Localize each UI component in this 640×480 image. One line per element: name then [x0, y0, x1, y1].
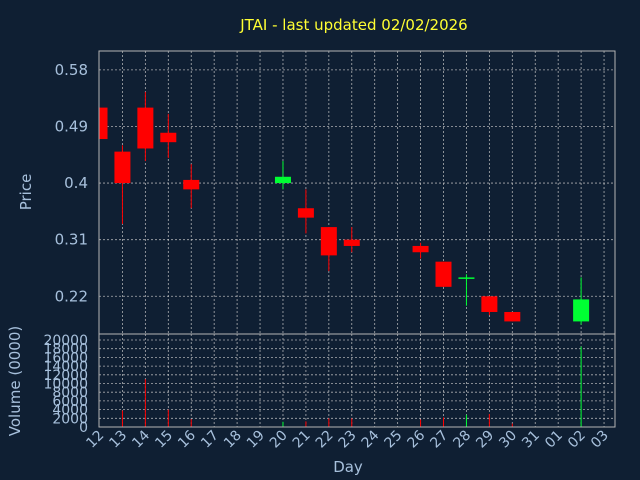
- x-tick-label: 20: [267, 428, 291, 452]
- x-tick-label: 18: [221, 428, 245, 452]
- candle: [573, 277, 590, 325]
- candle-body: [297, 208, 314, 218]
- x-tick-label: 27: [427, 428, 451, 452]
- chart-title: JTAI - last updated 02/02/2026: [239, 16, 467, 34]
- price-axis-label: Price: [17, 174, 35, 211]
- volume-tick-label: 0: [79, 420, 88, 436]
- candle: [481, 296, 498, 316]
- x-tick-label: 22: [313, 428, 337, 452]
- candle-body: [160, 132, 177, 143]
- candle: [435, 261, 452, 287]
- candle: [137, 91, 154, 162]
- candle: [412, 242, 429, 259]
- candle: [274, 161, 291, 190]
- x-tick-label: 19: [244, 428, 268, 452]
- volume-tick-label: 2000: [52, 411, 88, 427]
- x-tick-label: 31: [519, 428, 543, 452]
- x-tick-label: 15: [152, 428, 176, 452]
- x-tick-label: 03: [588, 428, 612, 452]
- candle-body: [274, 176, 291, 184]
- x-tick-label: 23: [336, 428, 360, 452]
- volume-axis-label: Volume (0000): [6, 326, 24, 436]
- candle: [114, 145, 131, 224]
- x-tick-label: 01: [542, 428, 566, 452]
- candle-body: [435, 261, 452, 287]
- volume-tick-label: 16000: [43, 350, 88, 366]
- candle-body: [114, 151, 131, 184]
- candle-body: [137, 107, 154, 149]
- candle: [343, 227, 360, 253]
- candle: [160, 113, 177, 158]
- price-tick-label: 0.22: [55, 287, 88, 305]
- x-axis-label: Day: [333, 458, 363, 476]
- volume-tick-label: 4000: [52, 403, 88, 419]
- candle-body: [183, 179, 200, 190]
- x-tick-label: 30: [496, 428, 520, 452]
- candle-body: [99, 107, 108, 140]
- price-panel: 0.58 0.49 0.4 0.31 0.22 Price: [17, 50, 616, 335]
- x-tick-label: 17: [198, 428, 222, 452]
- candle-body: [481, 296, 498, 312]
- candle-body: [343, 239, 360, 246]
- price-tick-label: 0.58: [55, 61, 88, 79]
- candle: [504, 311, 521, 322]
- x-tick-label: 28: [450, 428, 474, 452]
- x-tick-label: 16: [175, 427, 199, 451]
- volume-tick-label: 8000: [52, 385, 88, 401]
- x-tick-label: 24: [359, 427, 383, 451]
- price-tick-label: 0.4: [64, 174, 88, 192]
- volume-plot-frame: [98, 333, 616, 428]
- candle-body: [412, 245, 429, 253]
- x-tick-label: 26: [404, 427, 428, 451]
- volume-tick-label: 10000: [43, 377, 88, 393]
- x-tick-label: 13: [106, 428, 130, 452]
- candle: [183, 164, 200, 209]
- candle: [320, 227, 337, 272]
- candle-body: [573, 299, 590, 322]
- x-tick-label: 29: [473, 428, 497, 452]
- candle: [99, 107, 108, 140]
- volume-tick-label: 18000: [43, 342, 88, 358]
- volume-tick-label: 20000: [43, 333, 88, 349]
- candle-body: [320, 227, 337, 256]
- x-tick-label: 14: [129, 427, 153, 451]
- candle-body: [458, 277, 475, 279]
- x-tick-label: 02: [565, 428, 589, 452]
- volume-tick-label: 6000: [52, 394, 88, 410]
- price-plot-frame: [98, 50, 616, 335]
- volume-tick-label: 14000: [43, 359, 88, 375]
- candle-body: [504, 311, 521, 322]
- volume-panel: 2000018000160001400012000100008000600040…: [6, 326, 616, 476]
- candle: [458, 274, 475, 306]
- x-tick-label: 25: [382, 428, 406, 452]
- x-tick-label: 21: [290, 428, 314, 452]
- volume-tick-label: 12000: [43, 368, 88, 384]
- price-tick-label: 0.31: [55, 231, 88, 249]
- price-tick-label: 0.49: [55, 117, 88, 135]
- candle: [297, 189, 314, 234]
